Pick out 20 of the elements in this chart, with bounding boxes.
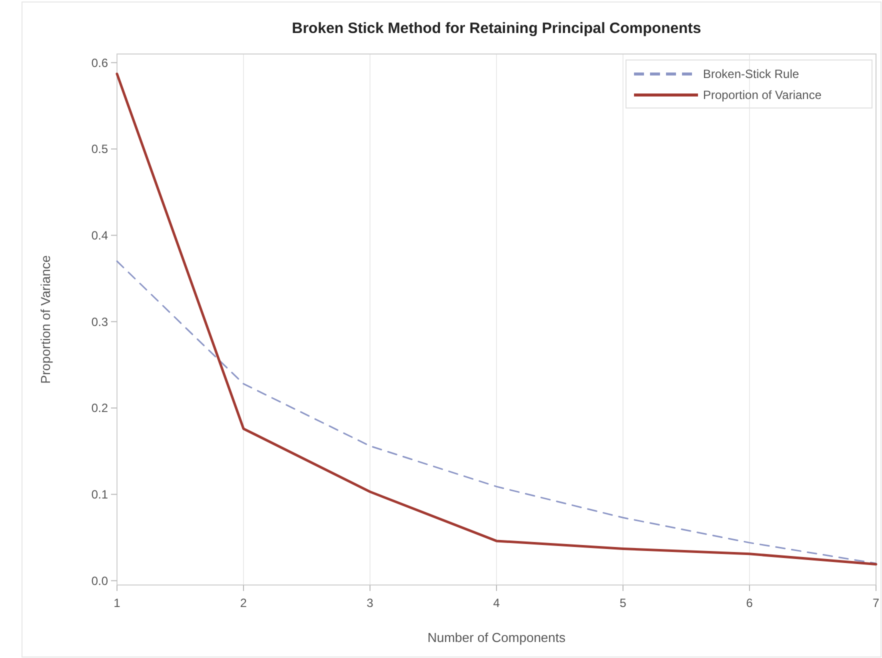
- y-tick-label: 0.5: [91, 142, 108, 156]
- y-tick-label: 0.1: [91, 488, 108, 502]
- x-tick-label: 5: [620, 596, 627, 610]
- y-tick-label: 0.6: [91, 56, 108, 70]
- x-tick-label: 7: [872, 596, 880, 610]
- chart-title: Broken Stick Method for Retaining Principal Components: [292, 20, 702, 37]
- y-tick-label: 0.4: [91, 228, 108, 243]
- x-tick-label: 3: [366, 596, 374, 610]
- y-tick-label: 0.0: [91, 574, 108, 588]
- x-tick-label: 2: [240, 596, 248, 610]
- y-tick-label: 0.3: [91, 314, 108, 329]
- line-series: [116, 260, 877, 564]
- y-tick-label: 0.2: [91, 401, 108, 416]
- x-tick-label: 6: [746, 596, 754, 610]
- x-axis-title: Number of Components: [427, 630, 566, 645]
- legend-label: Broken-Stick Rule: [703, 67, 800, 82]
- legend-label: Proportion of Variance: [703, 88, 822, 102]
- x-tick-label: 1: [114, 596, 121, 610]
- y-axis-title: Proportion of Variance: [38, 255, 53, 384]
- x-tick-label: 4: [493, 596, 500, 610]
